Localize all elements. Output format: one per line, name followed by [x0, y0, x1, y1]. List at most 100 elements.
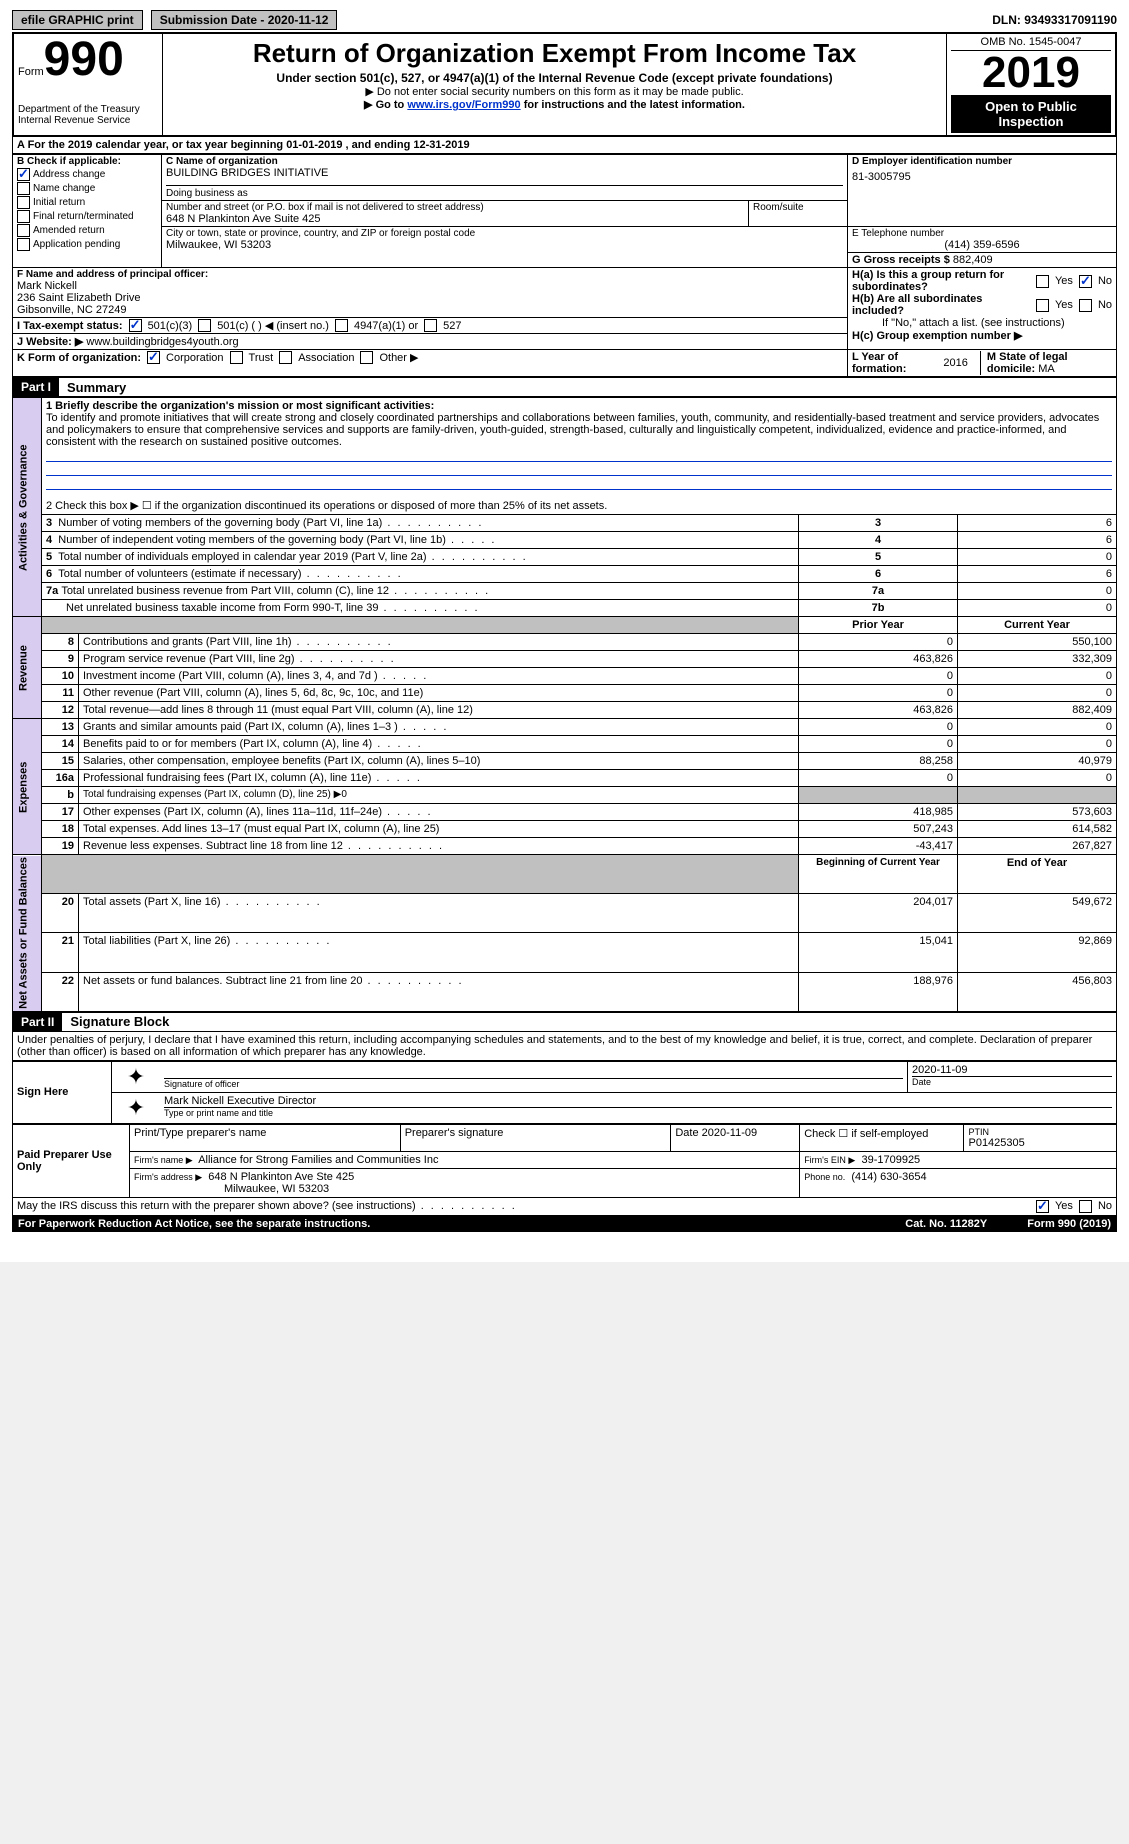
part1-header: Part I	[13, 378, 59, 396]
discuss-yes[interactable]	[1036, 1200, 1049, 1213]
r11n: 11	[42, 685, 79, 702]
n21p: 15,041	[799, 933, 958, 972]
l3n: 3	[46, 517, 52, 529]
i-501c[interactable]	[198, 319, 211, 332]
e16an: 16a	[42, 770, 79, 787]
ha-label: H(a) Is this a group return for subordin…	[852, 269, 1030, 293]
l7an: 7a	[46, 585, 58, 597]
k-corp[interactable]	[147, 351, 160, 364]
vert-governance: Activities & Governance	[13, 398, 42, 617]
n20c: 549,672	[958, 894, 1117, 933]
officer-name: Mark Nickell	[17, 280, 843, 292]
e18: Total expenses. Add lines 13–17 (must eq…	[79, 821, 799, 838]
r11: Other revenue (Part VIII, column (A), li…	[79, 685, 799, 702]
domicile: MA	[1038, 363, 1055, 375]
e18c: 614,582	[958, 821, 1117, 838]
k-assoc[interactable]	[279, 351, 292, 364]
r10c: 0	[958, 668, 1117, 685]
hb-yes[interactable]	[1036, 299, 1049, 312]
paid-preparer-table: Paid Preparer Use Only Print/Type prepar…	[12, 1124, 1117, 1198]
l7av: 0	[958, 583, 1117, 600]
i-527[interactable]	[424, 319, 437, 332]
e16ac: 0	[958, 770, 1117, 787]
e15n: 15	[42, 753, 79, 770]
k-o2: Association	[298, 352, 354, 364]
part2-title: Signature Block	[62, 1014, 169, 1029]
l7bv: 0	[958, 600, 1117, 617]
eoy: End of Year	[958, 855, 1117, 894]
k-trust[interactable]	[230, 351, 243, 364]
efile-print-button[interactable]: efile GRAPHIC print	[12, 10, 143, 30]
n21n: 21	[42, 933, 79, 972]
b-opt-0: Address change	[33, 169, 105, 180]
footer-right: Form 990 (2019)	[1027, 1218, 1111, 1230]
r12c: 882,409	[958, 702, 1117, 719]
cb-amended[interactable]	[17, 224, 30, 237]
k-o1: Trust	[249, 352, 274, 364]
e13n: 13	[42, 719, 79, 736]
r11c: 0	[958, 685, 1117, 702]
r11p: 0	[799, 685, 958, 702]
k-other[interactable]	[360, 351, 373, 364]
part1-row: Part I Summary	[12, 377, 1117, 397]
i-o2: 4947(a)(1) or	[354, 320, 418, 332]
i-501c3[interactable]	[129, 319, 142, 332]
type-name-label: Type or print name and title	[164, 1108, 1112, 1118]
firm-ein-label: Firm's EIN ▶	[804, 1155, 855, 1165]
cb-final[interactable]	[17, 210, 30, 223]
hb-no-l: No	[1098, 299, 1112, 311]
ha-yes-l: Yes	[1055, 275, 1073, 287]
n21: Total liabilities (Part X, line 26)	[83, 935, 331, 947]
ha-yes[interactable]	[1036, 275, 1049, 288]
cb-name-change[interactable]	[17, 182, 30, 195]
n21c: 92,869	[958, 933, 1117, 972]
check-self: Check ☐ if self-employed	[800, 1124, 964, 1151]
part2-row: Part II Signature Block	[12, 1012, 1117, 1032]
hb-no[interactable]	[1079, 299, 1092, 312]
l6: Total number of volunteers (estimate if …	[58, 568, 402, 580]
year-formation: 2016	[943, 357, 967, 369]
declaration: Under penalties of perjury, I declare th…	[12, 1032, 1117, 1061]
street: 648 N Plankinton Ave Suite 425	[166, 213, 744, 225]
e14n: 14	[42, 736, 79, 753]
l6v: 6	[958, 566, 1117, 583]
website: www.buildingbridges4youth.org	[86, 336, 238, 348]
cb-app-pending[interactable]	[17, 238, 30, 251]
cb-address-change[interactable]	[17, 168, 30, 181]
r10p: 0	[799, 668, 958, 685]
part2-header: Part II	[13, 1013, 62, 1031]
ha-no[interactable]	[1079, 275, 1092, 288]
r12p: 463,826	[799, 702, 958, 719]
gross-receipts: 882,409	[953, 254, 993, 266]
current-year: Current Year	[958, 617, 1117, 634]
city: Milwaukee, WI 53203	[166, 239, 843, 251]
cb-initial[interactable]	[17, 196, 30, 209]
b-label: B Check if applicable:	[17, 156, 157, 167]
ein: 81-3005795	[852, 167, 1112, 187]
discuss-yes-l: Yes	[1055, 1200, 1073, 1212]
k-o3: Other ▶	[379, 351, 418, 364]
hb-yes-l: Yes	[1055, 299, 1073, 311]
discuss-no[interactable]	[1079, 1200, 1092, 1213]
l3v: 6	[958, 515, 1117, 532]
hb-note: If "No," attach a list. (see instruction…	[852, 317, 1112, 329]
l5b: 5	[799, 549, 958, 566]
i-4947[interactable]	[335, 319, 348, 332]
vert-netassets: Net Assets or Fund Balances	[13, 855, 42, 1012]
firm-city: Milwaukee, WI 53203	[134, 1183, 795, 1195]
i-o1: 501(c) ( ) ◀ (insert no.)	[217, 319, 329, 332]
form-word: Form	[18, 66, 44, 78]
firm-addr: 648 N Plankinton Ave Ste 425	[208, 1171, 354, 1183]
ha-no-l: No	[1098, 275, 1112, 287]
e14p: 0	[799, 736, 958, 753]
footer-mid: Cat. No. 11282Y	[905, 1218, 987, 1230]
r10n: 10	[42, 668, 79, 685]
submission-date: Submission Date - 2020-11-12	[151, 10, 338, 30]
r8c: 550,100	[958, 634, 1117, 651]
form-subtitle: Under section 501(c), 527, or 4947(a)(1)…	[167, 71, 942, 85]
irs-link[interactable]: www.irs.gov/Form990	[407, 99, 520, 111]
k-o0: Corporation	[166, 352, 223, 364]
l5: Total number of individuals employed in …	[58, 551, 527, 563]
n22: Net assets or fund balances. Subtract li…	[83, 975, 464, 987]
b-opt-1: Name change	[33, 183, 95, 194]
